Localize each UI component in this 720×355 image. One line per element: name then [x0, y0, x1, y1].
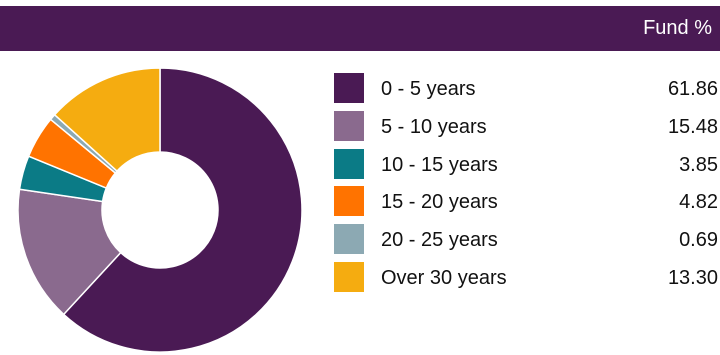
legend-row: 0 - 5 years 61.86 — [334, 72, 720, 104]
donut-slice-0 — [62, 67, 303, 353]
legend-row: 15 - 20 years 4.82 — [334, 185, 720, 217]
legend-value: 15.48 — [667, 115, 718, 138]
legend-row: 20 - 25 years 0.69 — [334, 223, 720, 255]
legend-swatch — [334, 224, 364, 255]
donut-chart — [17, 67, 303, 353]
legend-label: 0 - 5 years — [381, 78, 476, 100]
legend-label: 15 - 20 years — [381, 191, 498, 214]
legend-label: Over 30 years — [381, 267, 507, 289]
legend-swatch — [334, 73, 364, 103]
legend-label: 5 - 10 years — [381, 115, 487, 138]
fund-percent-header: Fund % — [643, 17, 712, 39]
legend-value: 0.69 — [679, 229, 718, 252]
donut-slice-5 — [53, 67, 161, 173]
legend-swatch — [334, 148, 364, 179]
legend-row: 10 - 15 years 3.85 — [334, 148, 720, 180]
legend-value: 3.85 — [679, 153, 718, 176]
legend-swatch — [334, 186, 364, 217]
legend-label: 10 - 15 years — [381, 153, 498, 176]
legend-row: 5 - 10 years 15.48 — [334, 110, 720, 142]
legend-value: 61.86 — [667, 78, 718, 100]
legend-swatch — [334, 110, 364, 141]
legend-row: Over 30 years 13.30 — [334, 261, 720, 293]
legend-label: 20 - 25 years — [381, 229, 498, 252]
legend-swatch — [334, 262, 364, 292]
header-bar: Fund % — [0, 6, 720, 51]
donut-slice-1 — [17, 188, 122, 316]
legend-value: 4.82 — [679, 191, 718, 214]
legend-value: 13.30 — [667, 267, 718, 289]
